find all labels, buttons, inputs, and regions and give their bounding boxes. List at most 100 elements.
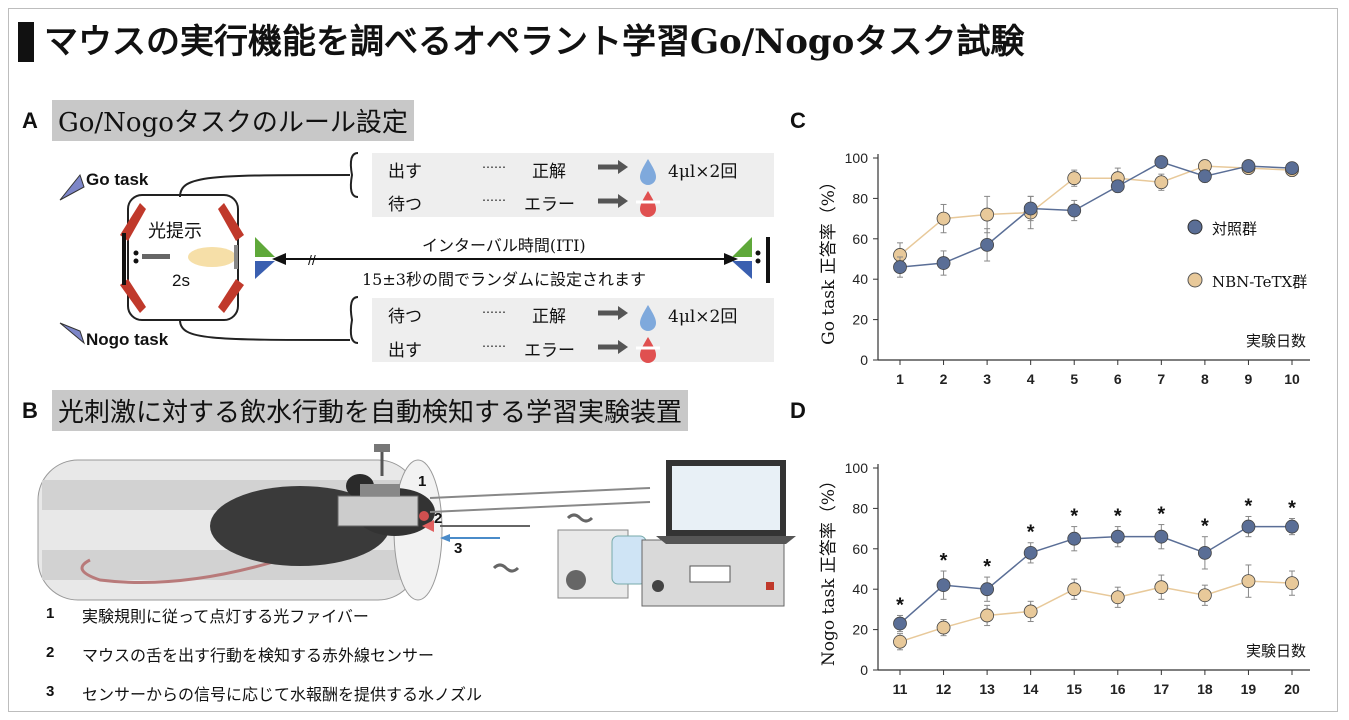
data-point [1285,161,1299,176]
x-tick-label: 17 [1154,681,1170,697]
panel-b-letter: B [22,398,38,423]
data-point [936,256,951,270]
y-tick-label: 60 [852,541,868,557]
go-rule-dots: …… [482,190,506,204]
data-point [1023,604,1038,619]
go-rule-dots: …… [482,157,506,171]
x-tick-label: 6 [1114,371,1122,387]
data-point [1154,580,1169,595]
chart-d: 0 20 40 60 80 100 11 12 13 14 15 16 17 18 19 20 Nogo tas… [819,460,1310,697]
data-point [980,207,995,222]
series-line [899,161,1293,268]
nogo-task-label: Nogo task [86,330,169,349]
nogo-rule-result: エラー [524,341,575,361]
y-tick-label: 80 [852,500,868,516]
significance-marker: * [1201,516,1209,538]
x-tick-label: 13 [979,681,995,697]
x-tick-label: 11 [893,681,908,697]
y-tick-label: 60 [852,231,868,247]
no-water-icon [636,337,660,363]
svg-text://: // [308,252,316,268]
data-point [1067,171,1082,186]
chart-c-legend-markers [1187,219,1203,288]
nogo-rule-dots: …… [482,302,506,316]
chart-c: 0 20 40 60 80 100 1 2 3 4 5 6 7 8 9 10 Go task 正答率（%） 実験日… [819,150,1310,387]
box-corner-red [120,203,146,241]
y-tick-label: 100 [845,460,869,476]
item-description: マウスの舌を出す行動を検知する赤外線センサー [82,646,435,665]
significance-marker: * [1157,504,1165,526]
data-point [1067,582,1082,597]
y-tick-label: 20 [852,312,868,328]
data-point [1023,545,1038,560]
data-point [1067,531,1082,546]
go-task-icon [59,173,85,201]
x-axis-label: 実験日数 [1246,332,1306,350]
legend-label-control: 対照群 [1212,220,1258,238]
laptop-base [656,536,796,544]
legend-marker-control [1187,219,1203,235]
double-arrow-icon [598,306,628,320]
y-tick-label: 20 [852,622,868,638]
series-line [899,165,1293,256]
go-rule-box [372,153,774,217]
significance-marker: * [1070,506,1078,528]
light-beam [188,247,236,267]
data-point [1110,590,1125,605]
data-point [893,616,907,631]
start-marker-green [255,237,275,257]
end-marker-blue [732,261,752,279]
x-tick-label: 9 [1245,371,1253,387]
data-point [893,260,907,274]
series-line [899,525,1292,625]
significance-marker: * [1027,522,1035,544]
significance-marker: * [940,550,948,572]
go-task-label: Go task [86,170,149,189]
nogo-rule-reward: 4μl×2回 [668,307,738,327]
page-title: マウスの実行機能を調べるオペラント学習Go/Nogoタスク試験 [44,22,1025,62]
rule-icons [598,159,660,363]
data-point [1154,529,1169,544]
nogo-rule-action: 待つ [388,307,422,327]
double-arrow-icon [598,340,628,354]
x-tick-label: 8 [1201,371,1209,387]
data-point [1241,159,1256,173]
data-point [936,620,951,635]
iti-label: インターバル時間(ITI) [422,236,586,255]
x-axis-label: 実験日数 [1246,642,1306,660]
nogo-rule-box [372,298,774,362]
data-point [980,237,995,252]
go-rule-action: 待つ [388,195,422,215]
x-tick-label: 3 [983,371,991,387]
data-point [936,211,951,226]
box-corner-red [218,279,244,313]
nogo-rule-result: 正解 [532,307,566,327]
data-point [1285,519,1299,534]
go-rule-result: 正解 [532,162,566,182]
significance-marker: * [1245,495,1253,517]
item-number: 1 [46,605,55,622]
data-point [893,634,907,649]
x-tick-label: 14 [1023,681,1039,697]
legend-label-tetx: NBN-TeTX群 [1212,273,1308,291]
x-tick-label: 10 [1284,371,1300,387]
panel-d-letter: D [790,398,806,423]
series-line [899,580,1293,643]
panel-a-letter: A [22,108,38,133]
data-point [936,578,951,593]
box-corner-red [218,203,244,241]
x-tick-label: 16 [1110,681,1126,697]
go-rule-reward: 4μl×2回 [668,162,738,182]
x-tick-label: 5 [1070,371,1078,387]
data-point [1023,201,1038,216]
mouse-tail [80,558,281,584]
light-duration: 2s [172,271,190,290]
marker-3: 3 [454,540,463,557]
start-marker-blue [255,261,275,279]
double-arrow-icon [598,194,628,208]
figure-frame [8,8,1338,712]
x-tick-label: 19 [1241,681,1257,697]
title-marker [18,22,34,62]
x-tick-label: 15 [1066,681,1082,697]
data-point [1154,175,1169,190]
